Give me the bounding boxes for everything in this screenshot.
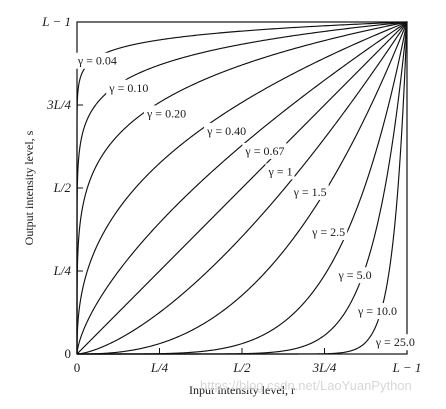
y-tick-label-2: L/2	[53, 180, 72, 195]
gamma-curve-label-8: γ = 5.0	[338, 268, 372, 282]
x-tick-labels: 0 L/4 L/2 3L/4 L − 1	[74, 360, 422, 375]
gamma-curve-label-bg-4	[242, 142, 287, 159]
gamma-curve-label-bg-10	[372, 334, 417, 351]
gamma-curve-label-9: γ = 10.0	[357, 304, 397, 318]
gamma-curve-label-bg-5	[265, 163, 295, 180]
gamma-curve-label-bg-2	[144, 105, 189, 122]
gamma-curve-label-4: γ = 0.67	[244, 144, 284, 158]
x-tick-label-1: L/4	[150, 360, 169, 375]
gamma-curve-label-0: γ = 0.04	[77, 54, 117, 68]
x-tick-label-4: L − 1	[392, 360, 422, 375]
y-tick-label-1: L/4	[53, 263, 72, 278]
gamma-curve-6	[76, 21, 408, 355]
y-tick-labels: 0 L/4 L/2 3L/4 L − 1	[41, 14, 71, 361]
gamma-curve-label-bg-0	[74, 52, 119, 69]
gamma-curve-4	[76, 21, 408, 354]
y-tick-label-4: L − 1	[41, 14, 71, 29]
gamma-curve-label-5: γ = 1	[268, 164, 293, 178]
gamma-curve-0	[76, 21, 408, 354]
gamma-curve-label-6: γ = 1.5	[293, 185, 327, 199]
gamma-curve-label-bg-9	[354, 303, 400, 320]
gamma-curve-label-bg-6	[290, 183, 329, 200]
gamma-curve-2	[76, 21, 408, 354]
gamma-curve-7	[77, 21, 408, 355]
y-tick-label-0: 0	[65, 346, 72, 361]
gamma-curve-label-10: γ = 25.0	[375, 335, 415, 349]
y-axis-label: Output intensity level, s	[22, 130, 36, 245]
gamma-curve-10	[77, 21, 408, 355]
gamma-curve-label-3: γ = 0.40	[206, 124, 246, 138]
gamma-curve-3	[76, 21, 408, 354]
gamma-curve-label-bg-1	[106, 79, 151, 96]
x-tick-label-0: 0	[74, 360, 81, 375]
x-tick-label-3: 3L/4	[312, 360, 337, 375]
gamma-curve-label-1: γ = 0.10	[108, 81, 148, 95]
gamma-curve-5	[76, 21, 408, 355]
gamma-curve-label-bg-7	[309, 224, 348, 241]
gamma-curve-label-bg-3	[204, 122, 249, 139]
x-axis-label: Input intensity level, r	[189, 383, 295, 397]
curve-labels: γ = 0.04 γ = 0.10 γ = 0.20 γ = 0.40 γ = 0.67…	[74, 52, 417, 351]
gamma-curve-label-2: γ = 0.20	[146, 106, 186, 120]
watermark-text: https://blog.csdn.net/LaoYuanPython	[200, 378, 412, 393]
x-tick-label-2: L/2	[232, 360, 251, 375]
gamma-curve-label-7: γ = 2.5	[311, 225, 345, 239]
gamma-curve-label-bg-8	[335, 267, 374, 284]
y-tick-label-3: 3L/4	[46, 97, 71, 112]
